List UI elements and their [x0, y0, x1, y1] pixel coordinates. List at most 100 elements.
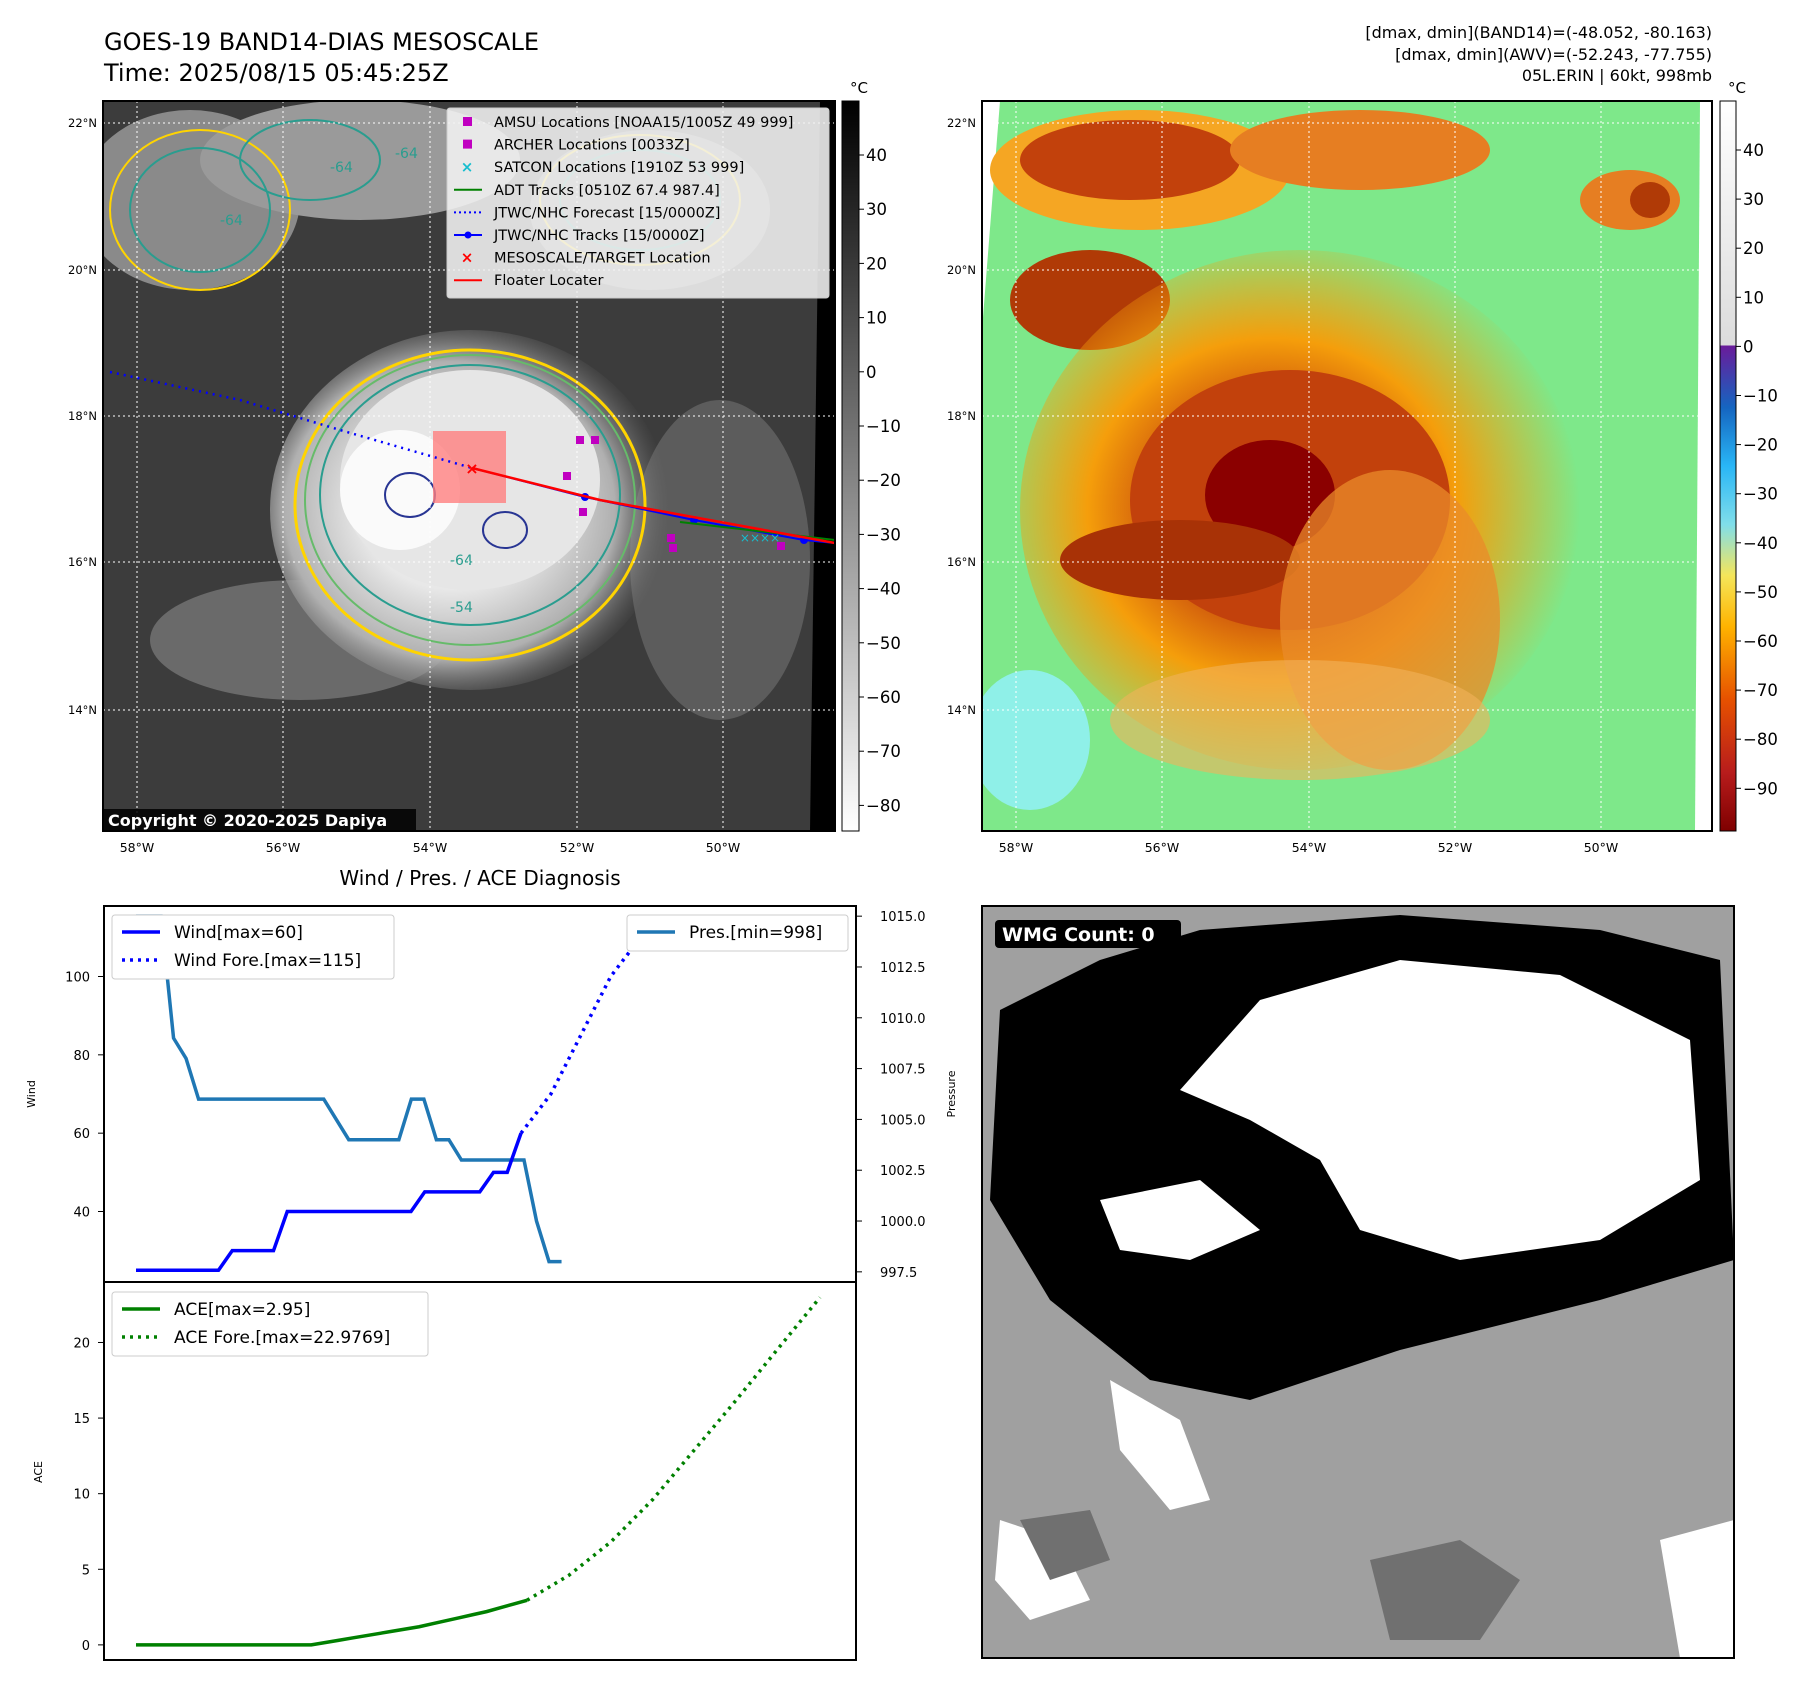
legend-row: Floater Locater: [454, 273, 603, 289]
wind-line: [136, 1132, 523, 1272]
rainband: [1110, 660, 1490, 780]
legend-label: ADT Tracks [0510Z 67.4 987.4]: [494, 183, 720, 199]
legend-label: ARCHER Locations [0033Z]: [494, 138, 690, 154]
colorbar-tick-label: −40: [1743, 534, 1778, 553]
satcon-location: ××××: [740, 531, 780, 545]
color-map-frame: [981, 100, 1713, 832]
colorbar-tick-label: −70: [866, 742, 901, 761]
legend-row: ADT Tracks [0510Z 67.4 987.4]: [454, 183, 720, 199]
legend-marker-square: [463, 139, 472, 149]
ace-tick-label: 15: [73, 1412, 90, 1427]
lat-label: 16°N: [947, 555, 976, 569]
pressure-tick-label: 1010.0: [880, 1012, 926, 1027]
colorbar-tick-label: −80: [866, 796, 901, 815]
contour-indigo: [482, 511, 528, 549]
lat-label: 14°N: [947, 703, 976, 717]
pressure-legend-label: Pres.[min=998]: [689, 923, 822, 943]
wind-forecast-legend-label: Wind Fore.[max=115]: [174, 951, 361, 971]
no-data-edge: [1695, 101, 1712, 831]
legend-row: × MESOSCALE/TARGET Location: [461, 249, 711, 267]
gray-colorbar: °C 40 30 20 10 0 −10 −20 −30 −40 −50 −60 −70 −80: [841, 79, 901, 832]
legend-label: Floater Locater: [494, 273, 603, 289]
lat-label: 18°N: [68, 409, 97, 423]
contour-label: -64: [220, 213, 243, 229]
wind-tick-label: 100: [65, 971, 90, 986]
colorbar-tick-label: 0: [866, 363, 877, 382]
lon-label: 50°W: [706, 840, 741, 855]
color-map-axis-labels: 22°N 20°N 18°N 16°N 14°N 58°W 56°W 54°W 52°W 50°W: [947, 116, 1618, 855]
contour-label: -64: [450, 553, 473, 569]
mesoscale-target-marker: ×: [465, 459, 478, 478]
pressure-tick-label: 997.5: [880, 1266, 917, 1281]
lat-label: 22°N: [947, 116, 976, 130]
colorbar-tick-label: −40: [866, 580, 901, 599]
colorbar-tick-label: −80: [1743, 730, 1778, 749]
legend-row: ARCHER Locations [0033Z]: [463, 138, 690, 154]
wind-legend: Wind[max=60] Wind Fore.[max=115]: [111, 914, 395, 980]
storm-cold-top: [1205, 440, 1335, 550]
lat-label: 18°N: [947, 409, 976, 423]
colorbar-tick-label: 30: [866, 200, 887, 219]
colorbar-tick-label: −90: [1743, 779, 1778, 798]
lon-label: 52°W: [1438, 840, 1473, 855]
ace-axis-label: ACE: [32, 1461, 45, 1483]
colorbar-tick-label: −70: [1743, 681, 1778, 700]
colorbar-tick-label: 40: [1743, 141, 1764, 160]
cloud-patch: [630, 400, 810, 720]
rainband: [1060, 520, 1300, 600]
legend-label: AMSU Locations [NOAA15/1005Z 49 999]: [494, 115, 793, 131]
floater-locater-track: [471, 466, 835, 545]
wmg-count-label: WMG Count: 0: [1002, 924, 1155, 946]
wind-tick-label: 80: [73, 1049, 90, 1064]
pressure-tick-label: 1005.0: [880, 1113, 926, 1128]
wind-tick-label: 40: [73, 1206, 90, 1221]
archer-location: [667, 534, 675, 542]
legend-label: MESOSCALE/TARGET Location: [494, 251, 711, 267]
adt-track: [679, 521, 835, 541]
lon-label: 56°W: [266, 840, 301, 855]
wmg-count-badge: [995, 920, 1181, 948]
colorbar-tick-label: −60: [866, 688, 901, 707]
wmg-warm-region: [1180, 960, 1700, 1260]
diagnosis-title: Wind / Pres. / ACE Diagnosis: [339, 866, 620, 890]
contour-green: [304, 354, 636, 646]
legend-marker-x: ×: [461, 158, 474, 176]
colorbar-tick-label: 0: [1743, 337, 1754, 356]
legend-marker-x: ×: [461, 249, 474, 267]
contour-label: -54: [450, 600, 473, 616]
storm-cold-top: [340, 430, 460, 550]
pressure-line: [136, 914, 562, 1264]
legend-row: × SATCON Locations [1910Z 53 999]: [461, 158, 745, 176]
gray-colorbar-ramp: [841, 100, 860, 832]
lon-label: 50°W: [1584, 840, 1619, 855]
ir-map-panel: -64 -64 -64 -64 -54: [102, 100, 836, 832]
ace-tick-label: 0: [82, 1639, 90, 1654]
contour-yellow: [293, 348, 647, 662]
wmg-panel: WMG Count: 0: [981, 905, 1735, 1659]
wind-pressure-chart: 40 60 80 100 997.5 1000.0 1002.5 1005.0 1007.5 10…: [65, 910, 925, 1281]
archer-location: [579, 508, 587, 516]
wind-axis-label: Wind: [25, 1080, 38, 1108]
color-ir-map-panel: [981, 100, 1713, 832]
colorbar-tick-label: 10: [1743, 288, 1764, 307]
legend-label: SATCON Locations [1910Z 53 999]: [494, 160, 744, 176]
copyright-box: [103, 809, 416, 831]
color-colorbar-ticks: 40 30 20 10 0 −10 −20 −30 −40 −50 −60 −70 −80 −90: [1736, 141, 1778, 798]
legend-row: AMSU Locations [NOAA15/1005Z 49 999]: [463, 115, 793, 131]
ir-map-legend: AMSU Locations [NOAA15/1005Z 49 999] ARCH…: [446, 107, 830, 299]
colorbar-tick-label: 30: [1743, 190, 1764, 209]
colorbar-tick-label: −20: [1743, 436, 1778, 455]
legend-box: [446, 107, 830, 299]
colorbar-tick-label: 10: [866, 309, 887, 328]
contour-yellow: [109, 129, 291, 291]
lat-label: 20°N: [947, 263, 976, 277]
ace-forecast-legend-label: ACE Fore.[max=22.9769]: [174, 1328, 390, 1348]
figure-time: Time: 2025/08/15 05:45:25Z: [103, 59, 449, 87]
legend-row: JTWC/NHC Tracks [15/0000Z]: [454, 228, 705, 244]
color-colorbar-ramp: [1719, 100, 1737, 832]
wmg-warm-region: [1110, 1380, 1210, 1510]
ace-tick-label: 20: [73, 1336, 90, 1351]
lat-label: 22°N: [68, 116, 97, 130]
contour-label: -64: [330, 160, 353, 176]
